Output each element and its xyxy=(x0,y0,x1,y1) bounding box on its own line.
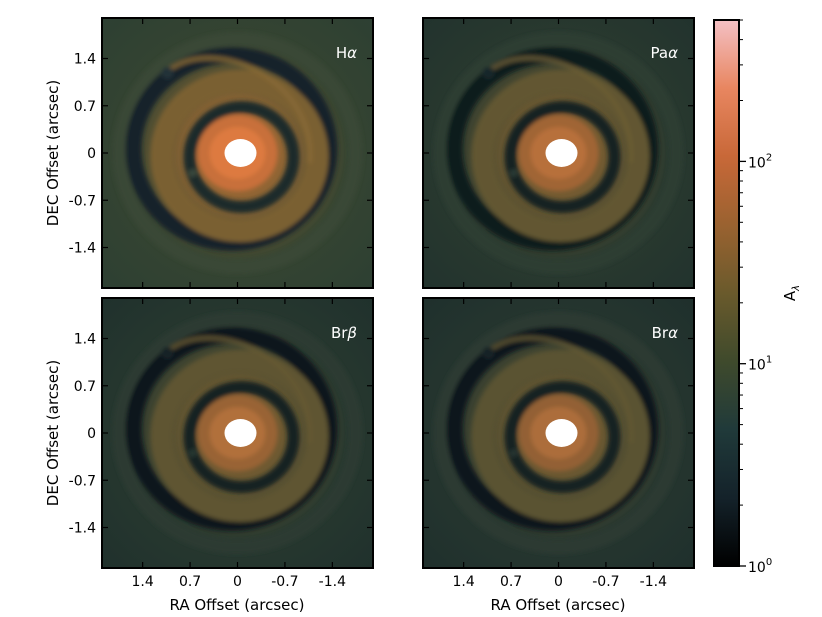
colorbar-frame xyxy=(713,19,740,567)
inner-cavity xyxy=(545,419,578,447)
x-tick-label: -0.7 xyxy=(592,574,619,590)
x-tick-label: 1.4 xyxy=(453,574,475,590)
y-tick-label: -0.7 xyxy=(69,193,96,209)
panel-2: Paα xyxy=(422,17,695,289)
y-tick-label: 0.7 xyxy=(74,99,96,115)
panel-label: Brβ xyxy=(331,324,357,342)
x-tick-label: -0.7 xyxy=(271,574,298,590)
panel-4: 1.4 0.7 0 -0.7 -1.4 Brα xyxy=(422,297,695,590)
disk-image xyxy=(102,298,373,568)
y-tick-label: 0.7 xyxy=(74,379,96,395)
x-tick-label: 0 xyxy=(554,574,563,590)
inner-cavity xyxy=(224,139,257,167)
y-tick-label: -1.4 xyxy=(69,241,96,257)
disk-image xyxy=(423,298,694,568)
inner-cavity xyxy=(224,419,257,447)
panel-3: 1.4 0.7 0 -0.7 -1.4 1.4 0.7 0 -0.7 -1.4 Brβ xyxy=(69,297,374,590)
x-tick-label: 0.7 xyxy=(179,574,201,590)
colorbar-label: Aλ xyxy=(781,285,802,301)
x-tick-label: 0 xyxy=(233,574,242,590)
disk-image xyxy=(102,18,373,288)
panel-label: Paα xyxy=(651,44,679,62)
y-axis-label-bottom: DEC Offset (arcsec) xyxy=(44,360,62,506)
x-tick-label: 0.7 xyxy=(500,574,522,590)
y-tick-label: 1.4 xyxy=(74,332,96,348)
y-axis-label-top: DEC Offset (arcsec) xyxy=(44,80,62,226)
x-tick-label: -1.4 xyxy=(640,574,667,590)
y-tick-label: 0 xyxy=(87,426,96,442)
colorbar-gradient xyxy=(714,20,739,566)
panels: 1.4 0.7 0 -0.7 -1.4 Hα Paα 1.4 0.7 0 -0.7 -1.4 1.4 0.… xyxy=(69,17,695,590)
x-tick-label: 1.4 xyxy=(132,574,154,590)
colorbar: 100 101 102 Aλ xyxy=(713,19,802,576)
colorbar-tick-label: 102 xyxy=(748,152,772,171)
y-tick-label: -0.7 xyxy=(69,473,96,489)
x-axis-label-left: RA Offset (arcsec) xyxy=(170,596,305,614)
colorbar-tick-label: 101 xyxy=(748,355,772,374)
disk-image xyxy=(423,18,694,288)
panel-label: Hα xyxy=(336,44,357,62)
inner-cavity xyxy=(545,139,578,167)
x-axis-label-right: RA Offset (arcsec) xyxy=(491,596,626,614)
x-tick-label: -1.4 xyxy=(319,574,346,590)
panel-1: 1.4 0.7 0 -0.7 -1.4 Hα xyxy=(69,17,374,289)
y-tick-label: -1.4 xyxy=(69,521,96,537)
y-tick-label: 1.4 xyxy=(74,52,96,68)
panel-label: Brα xyxy=(652,324,678,342)
y-tick-label: 0 xyxy=(87,146,96,162)
colorbar-tick-label: 100 xyxy=(748,557,772,576)
